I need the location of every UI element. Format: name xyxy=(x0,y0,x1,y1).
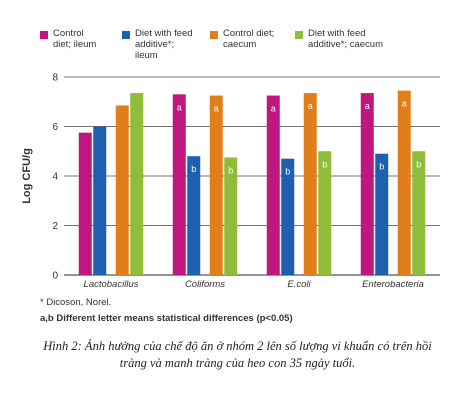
y-tick-label: 0 xyxy=(52,271,58,282)
legend-swatch xyxy=(210,31,218,39)
data-label: b xyxy=(322,159,327,169)
bar xyxy=(224,157,238,275)
data-label: a xyxy=(271,104,276,114)
y-axis-label: Log CFU/g xyxy=(21,148,33,204)
figure-caption: Hình 2: Ảnh hưởng của chế độ ăn ở nhóm 2… xyxy=(0,338,475,372)
footnote-significance: a,b Different letter means statistical d… xyxy=(40,313,293,324)
bar xyxy=(360,93,374,276)
legend-swatch xyxy=(40,31,48,39)
bar-chart: 0 2 4 6 8 Log CFU/g Lactobacillus a b a b Coliforms… xyxy=(21,73,440,290)
data-label: b xyxy=(379,162,384,172)
bar xyxy=(281,158,295,275)
bar xyxy=(115,105,129,276)
bar xyxy=(318,151,332,275)
data-label: a xyxy=(177,102,182,112)
bar xyxy=(130,93,144,276)
data-label: a xyxy=(365,101,370,111)
bar xyxy=(303,93,317,276)
caption-line-2: tràng và manh tràng của heo con 35 ngày … xyxy=(119,356,356,370)
legend-label: Control diet; caecum xyxy=(223,28,275,50)
x-tick-label: Enterobacteria xyxy=(362,279,424,290)
data-label: a xyxy=(214,104,219,114)
data-label: a xyxy=(402,99,407,109)
legend-label: Diet with feed additive*; caecum xyxy=(308,28,383,50)
bar xyxy=(78,132,92,275)
y-tick-label: 2 xyxy=(52,221,58,232)
bar xyxy=(397,90,411,275)
data-label: b xyxy=(228,165,233,175)
bar xyxy=(266,95,280,275)
x-tick-label: E.coli xyxy=(287,279,311,290)
x-tick-label: Lactobacillus xyxy=(84,279,139,290)
bar xyxy=(172,94,186,275)
data-label: b xyxy=(416,159,421,169)
y-tick-label: 8 xyxy=(52,73,58,84)
y-tick-label: 4 xyxy=(52,172,58,183)
x-tick-label: Coliforms xyxy=(185,279,225,290)
data-label: b xyxy=(285,167,290,177)
footnote-source: * Dicoson, Norel. xyxy=(40,297,112,308)
legend-swatch xyxy=(122,31,130,39)
chart-legend: Control diet; ileum Diet with feed addit… xyxy=(40,28,460,68)
legend-label: Diet with feed additive*; ileum xyxy=(135,28,193,61)
legend-label: Control diet; ileum xyxy=(53,28,97,50)
caption-line-1: Hình 2: Ảnh hưởng của chế độ ăn ở nhóm 2… xyxy=(43,339,432,353)
bar xyxy=(187,156,201,275)
y-tick-label: 6 xyxy=(52,122,58,133)
bar xyxy=(412,151,426,275)
bar xyxy=(209,95,223,275)
data-label: b xyxy=(191,164,196,174)
legend-swatch xyxy=(295,31,303,39)
data-label: a xyxy=(308,101,313,111)
bar xyxy=(93,126,107,275)
bar xyxy=(375,153,389,275)
